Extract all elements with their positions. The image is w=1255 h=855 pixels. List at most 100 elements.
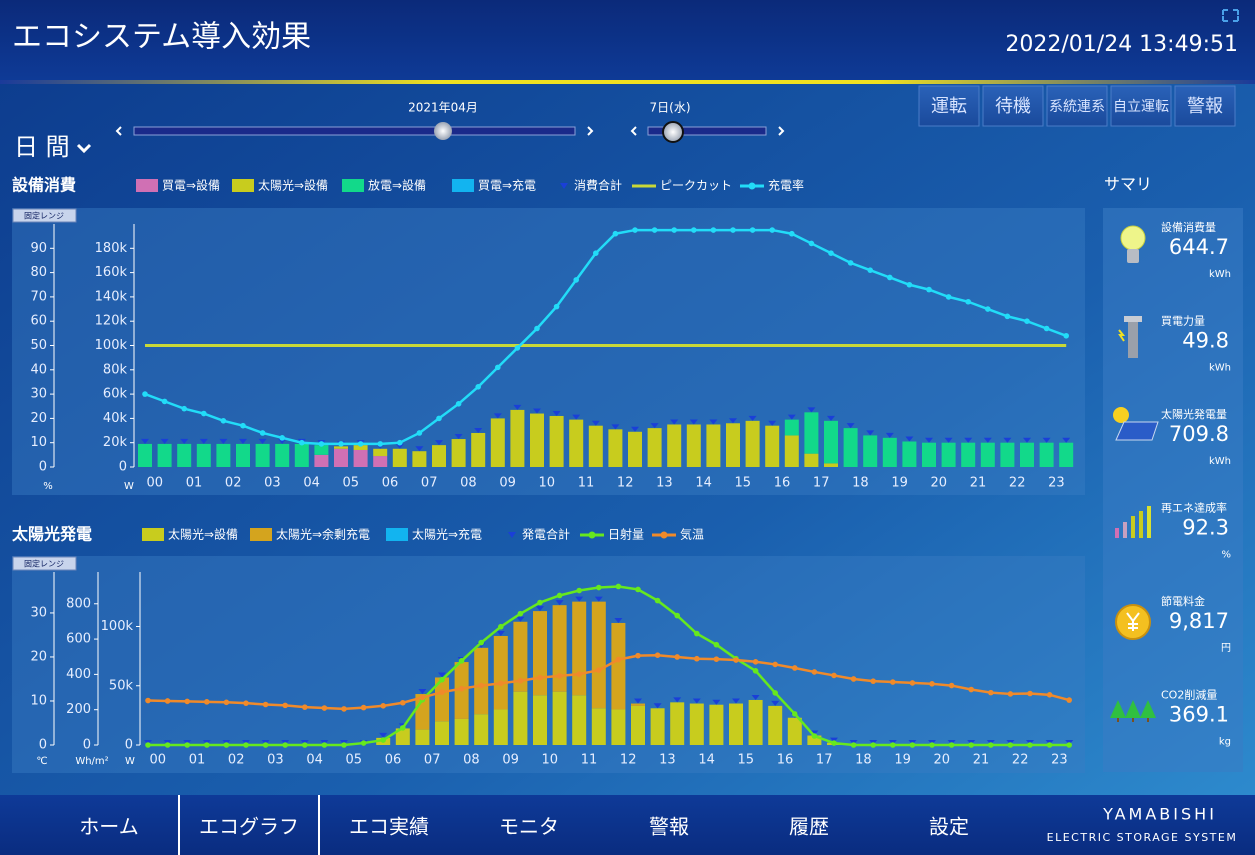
range-tag[interactable] — [12, 556, 77, 571]
legend-label[interactable]: 太陽光⇒充電 — [412, 527, 482, 542]
day-next[interactable] — [778, 126, 785, 136]
month-next[interactable] — [587, 126, 594, 136]
bar — [552, 691, 567, 745]
legend-label[interactable]: 消費合計 — [574, 178, 622, 193]
series-point — [556, 673, 563, 679]
total-marker — [536, 606, 544, 612]
series-point — [1007, 691, 1014, 697]
status-button-label[interactable]: 自立運転 — [1113, 99, 1169, 115]
bar — [591, 601, 606, 709]
nav-item[interactable]: モニタ — [499, 815, 559, 839]
series-point — [988, 689, 994, 696]
legend-swatch[interactable] — [386, 528, 408, 541]
nav-item[interactable]: 設定 — [929, 815, 969, 839]
legend-label[interactable]: 太陽光⇒設備 — [168, 527, 238, 542]
total-marker — [395, 443, 404, 449]
legend-swatch[interactable] — [250, 528, 272, 541]
series-point — [792, 665, 798, 671]
nav-item[interactable]: 警報 — [649, 815, 689, 839]
range-tag-label[interactable]: 固定レンジ — [24, 559, 64, 569]
status-button-label[interactable]: 運転 — [931, 96, 967, 117]
nav-item[interactable]: エコグラフ — [199, 815, 299, 839]
status-button[interactable] — [918, 85, 980, 127]
series-point — [654, 652, 661, 658]
status-button[interactable] — [1174, 85, 1236, 127]
bar — [882, 437, 897, 467]
day-track[interactable] — [647, 126, 767, 136]
legend-swatch[interactable] — [232, 179, 254, 192]
status-button-label[interactable]: 系統連系 — [1049, 99, 1105, 115]
series-point — [710, 227, 717, 233]
status-button-label[interactable]: 警報 — [1187, 96, 1223, 117]
legend-swatch-dot[interactable] — [588, 531, 596, 539]
total-marker — [925, 437, 933, 443]
legend-swatch-dot[interactable] — [748, 182, 756, 190]
status-button[interactable] — [1110, 85, 1172, 127]
nav-item[interactable]: エコ実績 — [349, 815, 429, 839]
month-prev[interactable] — [115, 126, 122, 136]
chart-title: 太陽光発電 — [11, 525, 92, 544]
x-tick-label: 12 — [617, 476, 634, 491]
legend-label[interactable]: 買電⇒設備 — [162, 178, 220, 193]
bar — [631, 703, 645, 706]
y-tick-label: 80k — [103, 362, 128, 377]
series-point — [596, 667, 602, 673]
legend-swatch[interactable] — [452, 179, 474, 192]
legend-label[interactable]: 発電合計 — [522, 527, 570, 542]
day-prev[interactable] — [630, 126, 637, 136]
bar — [493, 635, 508, 710]
series-point — [769, 227, 775, 233]
month-track[interactable] — [133, 126, 576, 136]
total-marker — [827, 415, 835, 421]
legend-swatch[interactable] — [342, 179, 364, 192]
x-tick-label: 03 — [264, 476, 281, 491]
legend-label[interactable]: 太陽光⇒余剰充電 — [276, 527, 370, 542]
legend-swatch[interactable] — [142, 528, 164, 541]
bar — [373, 456, 388, 467]
day-knob[interactable] — [662, 121, 684, 143]
status-button[interactable] — [982, 85, 1044, 127]
nav-item[interactable]: 履歴 — [789, 815, 829, 839]
series-point — [161, 398, 168, 405]
bar — [709, 704, 724, 745]
bar — [435, 677, 449, 722]
series-point — [850, 676, 857, 682]
legend-swatch-dot[interactable] — [660, 531, 668, 539]
legend-label[interactable]: 買電⇒充電 — [478, 178, 536, 193]
series-point — [259, 430, 266, 436]
nav-item[interactable]: ホーム — [79, 815, 138, 839]
status-button[interactable] — [1046, 85, 1108, 127]
legend-label[interactable]: 日射量 — [608, 527, 644, 542]
legend-label[interactable]: ピークカット — [660, 179, 732, 193]
legend-swatch[interactable] — [560, 183, 568, 189]
legend-label[interactable]: 充電率 — [768, 178, 804, 193]
series-point — [184, 698, 190, 705]
series-point — [1027, 742, 1033, 748]
legend-label[interactable]: 太陽光⇒設備 — [258, 178, 328, 193]
bar — [138, 443, 152, 467]
bar — [686, 424, 701, 467]
bar — [314, 454, 329, 467]
range-tag[interactable] — [12, 208, 77, 223]
bar — [726, 423, 740, 467]
period-selector[interactable]: 日 間 — [14, 133, 70, 161]
series-point — [498, 623, 504, 630]
status-button-label[interactable]: 待機 — [995, 96, 1031, 117]
series-point — [1007, 742, 1014, 748]
legend-label[interactable]: 放電⇒設備 — [368, 178, 426, 193]
x-tick-label: 22 — [1012, 753, 1029, 768]
y-tick-label: 140k — [95, 289, 128, 304]
range-tag-label[interactable]: 固定レンジ — [24, 211, 64, 221]
series-point — [400, 725, 406, 731]
bar — [513, 691, 528, 745]
series-point — [377, 441, 384, 447]
bar — [628, 431, 642, 467]
legend-label[interactable]: 気温 — [680, 527, 704, 542]
bar — [454, 718, 469, 745]
month-knob[interactable] — [434, 122, 452, 140]
legend-swatch[interactable] — [136, 179, 158, 192]
legend-swatch[interactable] — [508, 532, 516, 538]
series-point — [475, 384, 482, 390]
period-chevron[interactable] — [76, 143, 92, 154]
fullscreen-icon[interactable] — [1222, 9, 1239, 22]
